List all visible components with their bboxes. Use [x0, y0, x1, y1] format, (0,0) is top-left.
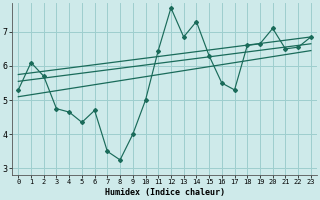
X-axis label: Humidex (Indice chaleur): Humidex (Indice chaleur) [105, 188, 225, 197]
